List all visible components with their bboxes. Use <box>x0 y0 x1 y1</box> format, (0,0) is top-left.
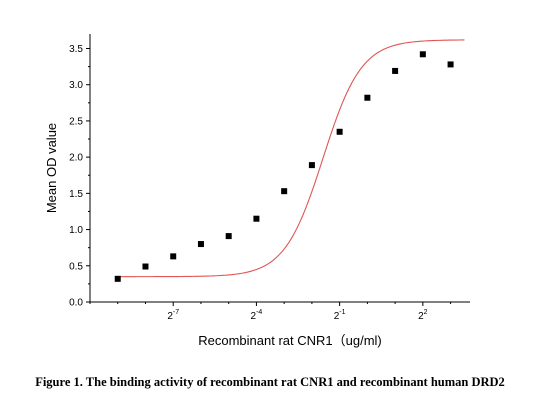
points-layer <box>114 51 454 282</box>
data-point <box>281 188 288 195</box>
y-tick-label: 0.0 <box>69 298 83 309</box>
y-tick-label: 2.0 <box>69 153 83 164</box>
data-point <box>253 215 260 222</box>
y-tick-label: 3.5 <box>69 44 83 55</box>
chart: 0.0 0.5 1.0 1.5 2.0 2.5 3.0 3.5 2-7 2-4 2-1 22 Mean… <box>44 34 470 348</box>
figure-caption: Figure 1. The binding activity of recomb… <box>35 375 505 389</box>
data-point <box>336 128 343 135</box>
data-point <box>225 233 232 240</box>
x-axis-label: Recombinant rat CNR1（ug/ml) <box>198 333 382 348</box>
y-tick-label: 3.0 <box>69 80 83 91</box>
data-point <box>308 162 315 169</box>
data-point <box>447 61 454 68</box>
data-point <box>197 241 204 248</box>
x-tick-label: 2-7 <box>167 309 179 322</box>
y-axis-label: Mean OD value <box>44 123 59 213</box>
data-point <box>170 253 177 260</box>
x-tick-label: 2-4 <box>251 309 263 322</box>
y-tick-label: 0.5 <box>69 261 83 272</box>
x-tick-label: 2-1 <box>334 309 346 322</box>
data-point <box>114 275 121 282</box>
y-tick-label: 1.5 <box>69 189 83 200</box>
x-tick-label: 22 <box>418 309 428 322</box>
y-tick-label: 2.5 <box>69 116 83 127</box>
data-point <box>364 94 371 101</box>
data-point <box>419 51 426 58</box>
data-point <box>392 67 399 74</box>
data-point <box>142 263 149 270</box>
fit-layer <box>117 39 465 278</box>
axes-layer: 0.0 0.5 1.0 1.5 2.0 2.5 3.0 3.5 2-7 2-4 2-1 22 <box>69 34 470 322</box>
fit-curve <box>117 39 465 278</box>
y-tick-label: 1.0 <box>69 225 83 236</box>
